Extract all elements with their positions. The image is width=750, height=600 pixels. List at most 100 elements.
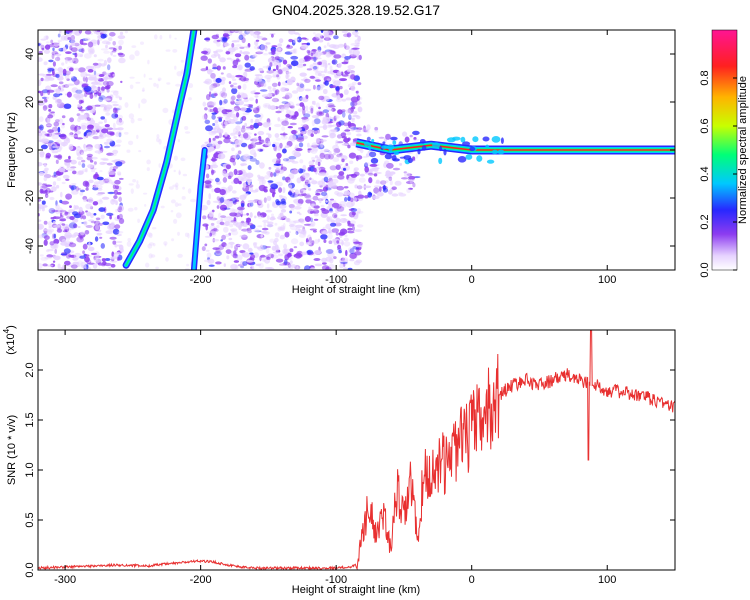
noise-blob (313, 84, 316, 90)
noise-blob (128, 113, 135, 119)
noise-blob (339, 152, 343, 157)
noise-blob (216, 225, 220, 229)
noise-blob (129, 84, 134, 90)
noise-blob (336, 240, 340, 244)
noise-blob (300, 131, 306, 134)
noise-blob (363, 125, 366, 132)
noise-blob (83, 114, 87, 119)
noise-blob (275, 89, 280, 95)
noise-blob (130, 117, 135, 124)
noise-blob (296, 137, 305, 142)
noise-blob (349, 258, 355, 262)
noise-blob (298, 142, 304, 148)
noise-blob (227, 175, 232, 180)
noise-blob (280, 163, 284, 170)
noise-blob (371, 195, 380, 200)
noise-blob (273, 240, 277, 246)
noise-blob (93, 213, 97, 216)
noise-blob (277, 43, 283, 47)
noise-blob (345, 45, 350, 50)
noise-blob (85, 73, 91, 77)
noise-blob (53, 243, 59, 249)
noise-blob (262, 65, 270, 69)
tone-blob (386, 144, 395, 150)
noise-blob (354, 34, 359, 38)
noise-blob (357, 35, 361, 42)
noise-blob (67, 168, 75, 171)
noise-blob (52, 145, 59, 149)
noise-blob (317, 238, 321, 243)
noise-blob (312, 65, 318, 70)
noise-blob (214, 123, 220, 130)
noise-blob (351, 81, 357, 86)
noise-blob (287, 263, 292, 269)
noise-blob (70, 159, 77, 165)
noise-blob (118, 218, 125, 224)
noise-blob (234, 53, 242, 58)
noise-blob (115, 139, 122, 144)
noise-blob (242, 83, 247, 91)
noise-blob (262, 122, 270, 128)
noise-blob (275, 200, 282, 206)
noise-blob (358, 97, 363, 100)
doppler-track-upper-stroke (125, 30, 195, 266)
svg-text:(x104): (x104) (2, 325, 17, 355)
noise-blob (70, 166, 77, 169)
noise-blob (180, 157, 186, 162)
noise-blob (353, 260, 361, 266)
noise-blob (301, 228, 307, 235)
noise-blob (254, 141, 263, 145)
noise-blob (408, 175, 416, 180)
noise-blob (221, 234, 227, 240)
noise-blob (319, 152, 325, 160)
noise-blob (71, 183, 77, 185)
noise-blob (345, 249, 348, 257)
noise-blob (283, 259, 288, 266)
noise-blob (90, 212, 94, 219)
noise-blob (66, 78, 70, 81)
noise-blob (206, 94, 211, 101)
noise-blob (257, 246, 264, 251)
noise-blob (208, 146, 215, 152)
noise-blob (93, 184, 99, 188)
noise-blob (174, 202, 179, 208)
noise-blob (246, 212, 250, 216)
noise-blob (226, 255, 230, 260)
noise-blob (99, 236, 103, 239)
noise-blob (327, 124, 335, 127)
noise-blob (288, 30, 296, 35)
noise-blob (327, 175, 335, 179)
noise-blob (399, 163, 403, 166)
noise-blob (175, 186, 179, 191)
noise-blob (336, 206, 345, 212)
noise-blob (105, 104, 113, 110)
noise-blob (267, 253, 275, 259)
noise-blob (104, 258, 111, 261)
noise-blob (89, 109, 96, 114)
noise-blob (49, 241, 55, 246)
noise-blob (110, 256, 118, 260)
noise-blob (219, 197, 225, 203)
noise-blob (327, 233, 333, 240)
noise-blob (382, 187, 389, 193)
tone-blob (452, 136, 461, 141)
tone-blob (500, 137, 504, 144)
noise-blob (323, 148, 329, 152)
noise-blob (279, 212, 284, 218)
noise-blob (186, 263, 190, 267)
noise-blob (322, 182, 326, 187)
noise-blob (354, 229, 363, 233)
noise-blob (368, 177, 373, 184)
noise-blob (325, 249, 334, 254)
noise-blob (231, 142, 236, 145)
noise-blob (175, 212, 182, 219)
noise-blob (148, 242, 155, 246)
noise-blob (329, 165, 337, 171)
noise-blob (211, 228, 217, 232)
noise-blob (80, 71, 88, 78)
noise-blob (286, 109, 291, 115)
noise-blob (204, 78, 212, 85)
noise-blob (284, 145, 290, 149)
noise-blob (103, 145, 111, 149)
noise-blob (126, 149, 131, 153)
